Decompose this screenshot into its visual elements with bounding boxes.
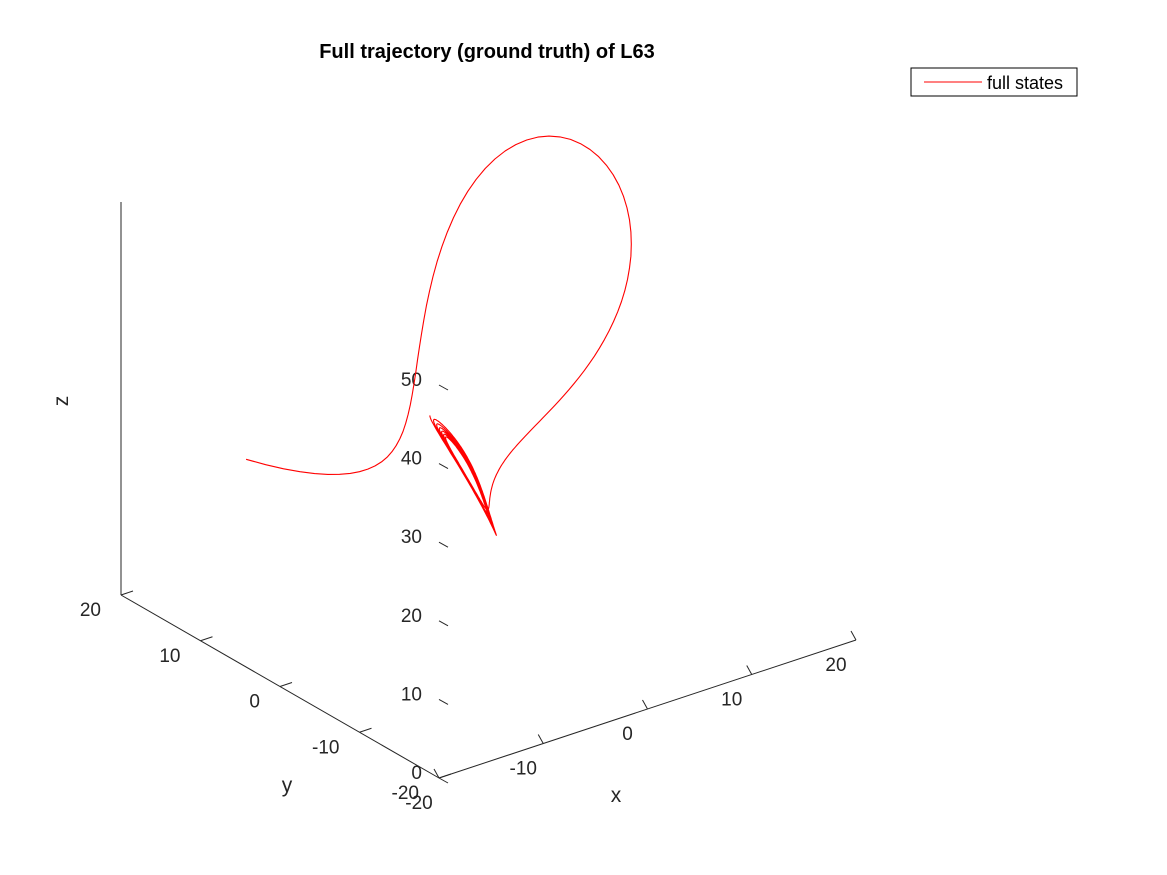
z-tick-label: 30 [401, 527, 422, 548]
y-tick-mark [359, 727, 372, 733]
axes-3d [120, 202, 857, 779]
x-tick-mark [850, 630, 857, 641]
tick-group: -20 -10 0 10 20 -20 -10 0 10 20 0 10 20 30 40 50 [80, 370, 857, 814]
y-tick-mark [200, 636, 213, 642]
x-tick-mark [642, 699, 648, 710]
x-axis-label: x [611, 784, 622, 807]
y-tick-label: -10 [312, 737, 339, 758]
x-tick-label: -10 [510, 759, 537, 780]
x-tick-label: -20 [405, 793, 432, 814]
legend-label-full-states: full states [987, 73, 1063, 93]
x-tick-label: 10 [721, 690, 742, 711]
y-tick-mark [438, 773, 452, 779]
y-tick-mark [279, 682, 293, 687]
legend: full states [910, 67, 1078, 97]
y-axis-label: y [282, 774, 293, 797]
z-tick-mark [438, 620, 449, 627]
z-tick-label: 0 [411, 763, 422, 784]
x-tick-mark [537, 734, 544, 744]
x-tick-mark [746, 665, 753, 675]
z-tick-label: 20 [401, 606, 422, 627]
y-tick-mark [120, 590, 134, 596]
z-tick-label: 50 [401, 370, 422, 391]
x-tick-label: 0 [622, 724, 633, 745]
z-tick-label: 10 [401, 684, 422, 705]
chart-title: Full trajectory (ground truth) of L63 [319, 41, 655, 63]
x-tick-label: 20 [825, 655, 846, 676]
y-tick-label: 0 [249, 692, 260, 713]
y-tick-label: -20 [392, 783, 419, 804]
z-tick-mark [438, 541, 449, 548]
z-tick-mark [438, 384, 449, 391]
z-tick-mark [438, 777, 449, 784]
y-tick-label: 10 [159, 646, 180, 667]
x-tick-mark [433, 768, 440, 779]
z-tick-mark [438, 463, 449, 470]
y-tick-label: 20 [80, 600, 101, 621]
z-tick-mark [438, 698, 449, 705]
z-tick-label: 40 [401, 449, 422, 470]
trajectory-line [245, 135, 632, 536]
z-axis-label: z [50, 396, 73, 407]
